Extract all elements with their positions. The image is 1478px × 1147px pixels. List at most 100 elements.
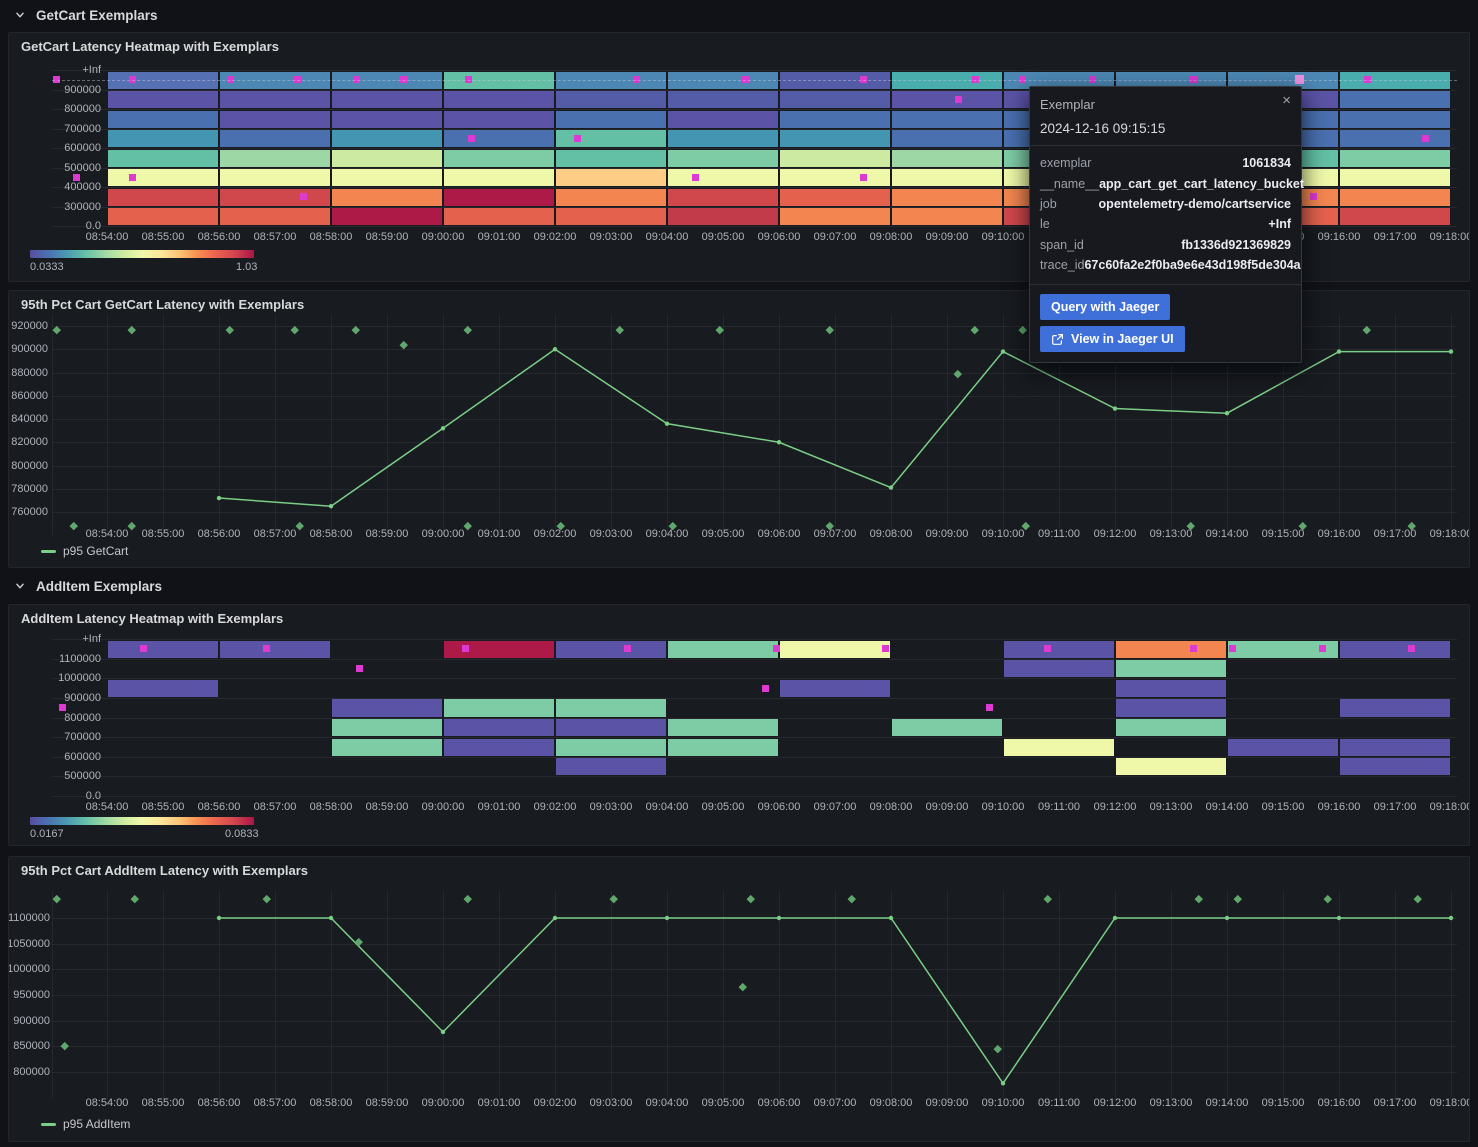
heatmap-cell[interactable] xyxy=(1116,719,1226,737)
heatmap-cell[interactable] xyxy=(332,208,442,225)
series-legend-label[interactable]: p95 GetCart xyxy=(63,544,129,558)
heatmap-cell[interactable] xyxy=(1340,110,1450,128)
heatmap-cell[interactable] xyxy=(1228,71,1338,89)
heatmap-cell[interactable] xyxy=(1228,640,1338,658)
heatmap-cell[interactable] xyxy=(108,110,218,128)
exemplar-marker[interactable] xyxy=(263,645,271,653)
heatmap-cell[interactable] xyxy=(1340,640,1450,658)
exemplar-marker[interactable] xyxy=(139,645,147,653)
panel-title[interactable]: 95th Pct Cart AddItem Latency with Exemp… xyxy=(21,863,309,878)
heatmap-cell[interactable] xyxy=(892,130,1002,147)
exemplar-marker[interactable] xyxy=(1019,76,1027,84)
heatmap-cell[interactable] xyxy=(668,738,778,756)
exemplar-marker[interactable] xyxy=(128,76,136,84)
exemplar-marker[interactable] xyxy=(1189,76,1197,84)
exemplar-marker[interactable] xyxy=(1422,134,1430,142)
exemplar-marker[interactable] xyxy=(461,645,469,653)
heatmap-cell[interactable] xyxy=(444,699,554,717)
row-header-getcart-exemplars[interactable]: GetCart Exemplars xyxy=(0,0,1478,30)
heatmap-cell[interactable] xyxy=(668,71,778,89)
heatmap-cell[interactable] xyxy=(1340,91,1450,108)
series-legend-label[interactable]: p95 AddItem xyxy=(63,1117,131,1131)
exemplar-marker[interactable] xyxy=(761,684,769,692)
heatmap-cell[interactable] xyxy=(220,130,330,147)
heatmap-cell[interactable] xyxy=(108,188,218,206)
exemplar-marker[interactable] xyxy=(1408,645,1416,653)
heatmap-cell[interactable] xyxy=(444,738,554,756)
exemplar-marker[interactable] xyxy=(58,704,66,712)
heatmap-cell[interactable] xyxy=(1340,699,1450,717)
exemplar-marker[interactable] xyxy=(971,76,979,84)
exemplar-marker-highlighted[interactable] xyxy=(1295,75,1305,85)
heatmap-cell[interactable] xyxy=(668,208,778,225)
heatmap-cell[interactable] xyxy=(220,149,330,167)
heatmap-cell[interactable] xyxy=(1004,660,1114,678)
heatmap-cell[interactable] xyxy=(556,91,666,108)
heatmap-cell[interactable] xyxy=(220,188,330,206)
panel-title[interactable]: GetCart Latency Heatmap with Exemplars xyxy=(21,39,279,54)
heatmap-cell[interactable] xyxy=(556,719,666,737)
heatmap-cell[interactable] xyxy=(108,130,218,147)
heatmap-cell[interactable] xyxy=(108,149,218,167)
heatmap-cell[interactable] xyxy=(556,169,666,186)
heatmap-cell[interactable] xyxy=(892,169,1002,186)
exemplar-marker[interactable] xyxy=(72,173,80,181)
heatmap-cell[interactable] xyxy=(444,188,554,206)
heatmap-cell[interactable] xyxy=(780,640,890,658)
heatmap-cell[interactable] xyxy=(556,188,666,206)
heatmap-cell[interactable] xyxy=(1340,208,1450,225)
exemplar-marker[interactable] xyxy=(741,76,749,84)
exemplar-marker[interactable] xyxy=(772,645,780,653)
exemplar-marker[interactable] xyxy=(352,76,360,84)
heatmap-cell[interactable] xyxy=(556,71,666,89)
heatmap-cell[interactable] xyxy=(780,71,890,89)
heatmap-cell[interactable] xyxy=(108,208,218,225)
exemplar-marker[interactable] xyxy=(293,76,301,84)
heatmap-cell[interactable] xyxy=(556,110,666,128)
heatmap-cell[interactable] xyxy=(668,719,778,737)
heatmap-cell[interactable] xyxy=(332,738,442,756)
heatmap-cell[interactable] xyxy=(332,169,442,186)
heatmap-cell[interactable] xyxy=(556,699,666,717)
exemplar-marker[interactable] xyxy=(53,76,61,84)
heatmap-cell[interactable] xyxy=(332,110,442,128)
heatmap-cell[interactable] xyxy=(556,149,666,167)
heatmap-cell[interactable] xyxy=(332,149,442,167)
heatmap-cell[interactable] xyxy=(332,188,442,206)
heatmap-cell[interactable] xyxy=(1116,660,1226,678)
heatmap-cell[interactable] xyxy=(1340,188,1450,206)
heatmap-cell[interactable] xyxy=(444,91,554,108)
heatmap-cell[interactable] xyxy=(556,640,666,658)
heatmap-cell[interactable] xyxy=(892,188,1002,206)
heatmap-cell[interactable] xyxy=(332,719,442,737)
heatmap-cell[interactable] xyxy=(780,169,890,186)
heatmap-cell[interactable] xyxy=(220,71,330,89)
exemplar-marker[interactable] xyxy=(299,193,307,201)
exemplar-marker[interactable] xyxy=(1318,645,1326,653)
heatmap-cell[interactable] xyxy=(1116,640,1226,658)
heatmap-cell[interactable] xyxy=(556,130,666,147)
exemplar-marker[interactable] xyxy=(400,76,408,84)
heatmap-cell[interactable] xyxy=(1116,71,1226,89)
heatmap-cell[interactable] xyxy=(220,640,330,658)
heatmap-cell[interactable] xyxy=(332,91,442,108)
heatmap-cell[interactable] xyxy=(444,110,554,128)
heatmap-cell[interactable] xyxy=(892,719,1002,737)
heatmap-cell[interactable] xyxy=(668,149,778,167)
heatmap-cell[interactable] xyxy=(1340,738,1450,756)
panel-title[interactable]: AddItem Latency Heatmap with Exemplars xyxy=(21,611,284,626)
heatmap-cell[interactable] xyxy=(444,208,554,225)
heatmap-cell[interactable] xyxy=(332,71,442,89)
heatmap-cell[interactable] xyxy=(108,679,218,697)
heatmap-cell[interactable] xyxy=(668,640,778,658)
heatmap-cell[interactable] xyxy=(220,91,330,108)
heatmap-cell[interactable] xyxy=(220,169,330,186)
heatmap-cell[interactable] xyxy=(1004,71,1114,89)
heatmap-cell[interactable] xyxy=(1340,130,1450,147)
heatmap-cell[interactable] xyxy=(220,110,330,128)
heatmap-cell[interactable] xyxy=(668,130,778,147)
heatmap-cell[interactable] xyxy=(780,91,890,108)
heatmap-cell[interactable] xyxy=(668,110,778,128)
exemplar-marker[interactable] xyxy=(573,134,581,142)
heatmap-cell[interactable] xyxy=(332,130,442,147)
